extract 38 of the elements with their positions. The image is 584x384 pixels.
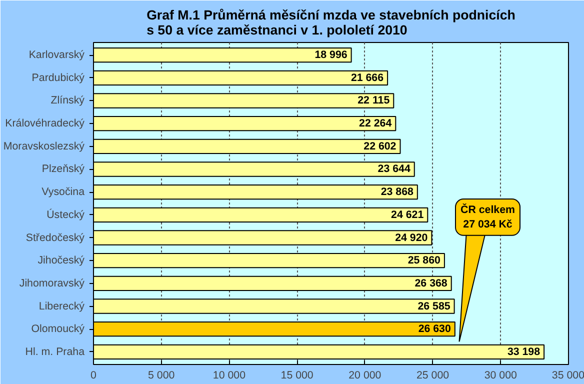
annotation: ČR celkem 27 034 Kč bbox=[460, 203, 516, 230]
data-label: 18 996 bbox=[314, 49, 348, 62]
y-tick-label: Pardubický bbox=[32, 72, 86, 84]
y-tick-label: Olomoucký bbox=[31, 323, 86, 336]
data-label: 24 621 bbox=[391, 208, 424, 221]
y-tick-label: Liberecký bbox=[38, 300, 86, 312]
y-tick-label: Zlínský bbox=[50, 94, 86, 107]
data-label: 22 115 bbox=[358, 94, 390, 107]
y-tick-label: Plzeňský bbox=[42, 163, 86, 176]
data-label: 25 860 bbox=[408, 254, 441, 267]
y-tick-label: Ústecký bbox=[46, 208, 86, 221]
data-label: 26 585 bbox=[418, 300, 450, 312]
x-tick-label: 35 000 bbox=[552, 370, 584, 382]
x-tick-label: 30 000 bbox=[484, 370, 518, 382]
y-tick-label: Hl. m. Praha bbox=[25, 346, 85, 358]
x-tick-label: 25 000 bbox=[416, 370, 450, 382]
data-label: 33 198 bbox=[507, 346, 540, 358]
y-tick-label: Středočeský bbox=[26, 232, 86, 244]
x-tick-label: 20 000 bbox=[348, 370, 382, 382]
x-tick-label: 15 000 bbox=[280, 370, 314, 382]
x-tick-label: 5 000 bbox=[148, 370, 175, 382]
y-tick-label: Moravskoslezský bbox=[3, 140, 86, 152]
x-tick-label: 10 000 bbox=[212, 370, 246, 382]
data-label: 22 602 bbox=[364, 140, 396, 152]
data-label: 26 368 bbox=[414, 277, 448, 290]
data-label: 23 644 bbox=[378, 163, 410, 176]
data-label: 22 264 bbox=[359, 118, 392, 130]
y-tick-label: Jihomoravský bbox=[19, 277, 86, 290]
data-label: 26 630 bbox=[418, 323, 451, 336]
y-tick-label: Jihočeský bbox=[38, 254, 86, 267]
data-label: 21 666 bbox=[350, 72, 384, 84]
y-tick-label: Královéhradecký bbox=[5, 118, 86, 130]
y-tick-label: Karlovarský bbox=[28, 49, 86, 62]
y-tick-label: Vysočina bbox=[42, 186, 85, 198]
data-label: 23 868 bbox=[380, 186, 414, 198]
data-label: 24 920 bbox=[395, 232, 428, 244]
chart-title: Graf M.1 Průměrná měsíční mzda ve stavebních podnicích s 50 a více zaměstnanci v 1. pololetí 2010 bbox=[146, 8, 516, 38]
x-tick-label: 0 bbox=[90, 370, 97, 382]
